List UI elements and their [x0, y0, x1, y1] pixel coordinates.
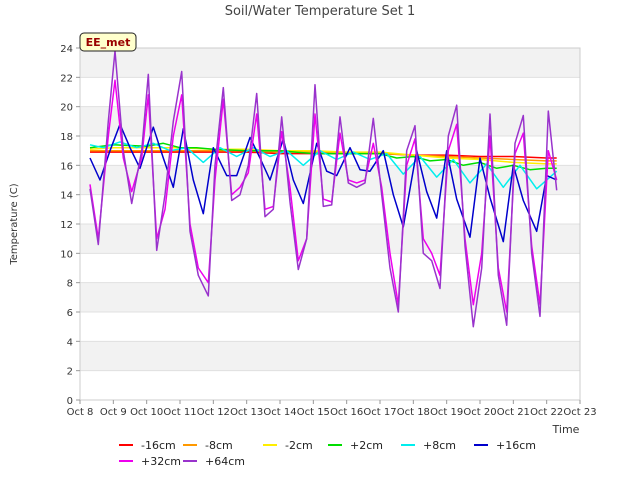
x-tick-label: Oct 18 — [397, 407, 430, 418]
y-tick-label: 14 — [60, 191, 73, 202]
series-line — [89, 123, 558, 243]
grid-band — [80, 165, 580, 195]
y-tick-label: 24 — [60, 44, 73, 55]
y-tick-label: 6 — [67, 308, 73, 319]
grid-band — [80, 106, 580, 136]
x-tick-label: Oct 9 — [100, 407, 127, 418]
x-tick-label: Oct 11 — [163, 407, 196, 418]
series-lines — [89, 50, 558, 328]
y-tick-label: 0 — [67, 396, 73, 407]
y-tick-label: 12 — [60, 220, 73, 231]
x-tick-label: Oct 23 — [563, 407, 596, 418]
y-tick-label: 20 — [60, 103, 73, 114]
series-line — [89, 50, 558, 328]
grid-band — [80, 253, 580, 283]
badge-text: EE_met — [86, 36, 131, 49]
y-tick-label: 22 — [60, 73, 73, 84]
grid-band — [80, 77, 580, 107]
series-line — [89, 142, 557, 171]
legend-label: -8cm — [205, 439, 233, 452]
x-tick-label: Oct 15 — [297, 407, 330, 418]
x-tick-label: Oct 12 — [197, 407, 230, 418]
x-tick-label: Oct 22 — [530, 407, 563, 418]
legend-label: +32cm — [141, 455, 181, 468]
x-axis: Oct 8 Oct 9 Oct 10 Oct 11 Oct 12 Oct 13 Oct 14… — [67, 400, 597, 418]
grid-band — [80, 282, 580, 312]
x-tick-label: Oct 16 — [330, 407, 363, 418]
x-tick-label: Oct 13 — [230, 407, 263, 418]
legend-label: -16cm — [141, 439, 176, 452]
ee-met-badge: EE_met — [79, 32, 137, 52]
x-tick-label: Oct 10 — [130, 407, 163, 418]
chart-title: Soil/Water Temperature Set 1 — [225, 4, 416, 19]
x-axis-label: Time — [552, 423, 580, 436]
legend-label: +2cm — [350, 439, 383, 452]
badge-box — [79, 32, 137, 52]
legend-label: +8cm — [423, 439, 456, 452]
y-tick-label: 2 — [67, 367, 73, 378]
x-tick-label: Oct 21 — [497, 407, 530, 418]
grid-band — [80, 48, 580, 78]
legend: -16cm -8cm -2cm +2cm +8cm +16cm +32cm +64cm — [119, 439, 536, 468]
grid-band — [80, 341, 580, 371]
y-tick-label: 10 — [60, 249, 73, 260]
x-tick-label: Oct 8 — [67, 407, 94, 418]
y-tick-label: 4 — [67, 337, 73, 348]
y-tick-label: 16 — [60, 161, 73, 172]
x-tick-label: Oct 20 — [463, 407, 496, 418]
x-tick-label: Oct 14 — [263, 407, 296, 418]
grid-band — [80, 312, 580, 342]
y-tick-label: 18 — [60, 132, 73, 143]
legend-label: +16cm — [496, 439, 536, 452]
y-tick-label: 8 — [67, 279, 73, 290]
x-tick-label: Oct 17 — [363, 407, 396, 418]
legend-label: +64cm — [205, 455, 245, 468]
grid-band — [80, 370, 580, 400]
x-tick-label: Oct 19 — [430, 407, 463, 418]
legend-label: -2cm — [285, 439, 313, 452]
y-axis-label: Temperature (C) — [9, 183, 20, 265]
